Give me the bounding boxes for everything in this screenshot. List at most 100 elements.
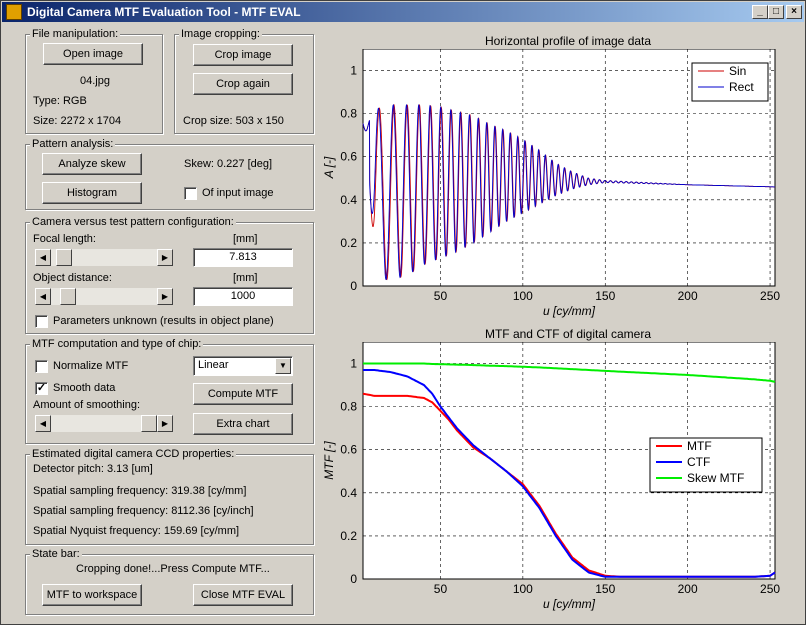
open-image-button[interactable]: Open image	[43, 43, 143, 65]
object-distance-label: Object distance:	[33, 272, 112, 284]
x-axis-label: u [cy/mm]	[543, 304, 596, 318]
smoothing-amount-label: Amount of smoothing:	[33, 399, 141, 411]
maximize-icon[interactable]: □	[768, 5, 784, 19]
slider-left-arrow-icon[interactable]: ◀	[35, 288, 51, 305]
legend-label: CTF	[687, 455, 710, 469]
crop-image-button[interactable]: Crop image	[193, 44, 293, 66]
histogram-button[interactable]: Histogram	[42, 182, 142, 204]
mtf-panel-title: MTF computation and type of chip:	[30, 338, 204, 350]
config-panel: Camera versus test pattern configuration…	[25, 216, 314, 334]
detector-pitch-label: Detector pitch: 3.13 [um]	[33, 463, 153, 475]
image-type-label: Type: RGB	[33, 95, 87, 107]
focal-length-label: Focal length:	[33, 233, 96, 245]
close-icon[interactable]: ×	[786, 5, 802, 19]
y-tick-label: 0.2	[340, 529, 357, 543]
y-tick-label: 0.2	[340, 236, 357, 250]
y-tick-label: 0.4	[340, 193, 357, 207]
x-tick-label: 200	[678, 582, 698, 596]
app-icon	[6, 4, 22, 20]
mtf-series-ctf	[363, 369, 776, 578]
mtf-chart: 50 100 150 200 250 0 0.2 0.4 0.6 0.8 1 u [cy/mm] MTF…	[322, 342, 780, 611]
file-panel: File manipulation: Open image 04.jpg Typ…	[25, 28, 163, 134]
filename-label: 04.jpg	[80, 75, 110, 87]
legend-label: Sin	[729, 64, 746, 78]
sampling-inch-label: Spatial sampling frequency: 8112.36 [cy/…	[33, 505, 254, 517]
mtf-to-workspace-button[interactable]: MTF to workspace	[42, 584, 142, 606]
compute-mtf-button[interactable]: Compute MTF	[193, 383, 293, 405]
mtf-chart-title: MTF and CTF of digital camera	[484, 327, 652, 341]
state-panel: State bar: Cropping done!...Press Comput…	[25, 548, 314, 615]
slider-left-arrow-icon[interactable]: ◀	[35, 249, 51, 266]
nyquist-label: Spatial Nyquist frequency: 159.69 [cy/mm…	[33, 525, 240, 537]
x-tick-label: 200	[678, 289, 698, 303]
config-panel-title: Camera versus test pattern configuration…	[30, 216, 236, 228]
y-axis-label: A [-]	[322, 156, 336, 179]
params-unknown-checkbox[interactable]	[35, 315, 48, 328]
legend-label: MTF	[687, 439, 712, 453]
object-unit-label: [mm]	[233, 272, 258, 284]
y-axis-label: MTF [-]	[322, 441, 336, 480]
file-panel-title: File manipulation:	[30, 28, 121, 40]
extra-chart-button[interactable]: Extra chart	[193, 413, 293, 435]
slider-right-arrow-icon[interactable]: ▶	[157, 288, 173, 305]
status-message: Cropping done!...Press Compute MTF...	[76, 563, 270, 575]
profile-chart: 50 100 150 200 250 0 0.2 0.4 0.6 0.8 1 u [cy/mm] A […	[322, 49, 780, 318]
ccd-panel: Estimated digital camera CCD properties:…	[25, 448, 314, 545]
state-panel-title: State bar:	[30, 548, 82, 560]
image-size-label: Size: 2272 x 1704	[33, 115, 122, 127]
ccd-panel-title: Estimated digital camera CCD properties:	[30, 448, 237, 460]
close-mtf-eval-button[interactable]: Close MTF EVAL	[193, 584, 293, 606]
smooth-data-checkbox[interactable]: ✓	[35, 382, 48, 395]
crop-again-button[interactable]: Crop again	[193, 73, 293, 95]
normalize-mtf-label: Normalize MTF	[53, 360, 129, 372]
y-tick-label: 0	[350, 572, 357, 586]
mtf-panel: MTF computation and type of chip: Normal…	[25, 338, 314, 444]
legend-label: Skew MTF	[687, 471, 744, 485]
x-tick-label: 150	[595, 289, 615, 303]
slider-right-arrow-icon[interactable]: ▶	[157, 415, 173, 432]
x-tick-label: 150	[595, 582, 615, 596]
normalize-mtf-checkbox[interactable]	[35, 360, 48, 373]
x-tick-label: 50	[434, 582, 448, 596]
sampling-mm-label: Spatial sampling frequency: 319.38 [cy/m…	[33, 485, 247, 497]
y-tick-label: 0.4	[340, 486, 357, 500]
legend-box	[691, 62, 769, 102]
profile-series-rect	[362, 103, 775, 281]
smoothing-slider[interactable]: ◀ ▶	[35, 415, 173, 432]
crop-panel-title: Image cropping:	[179, 28, 262, 40]
profile-chart-title: Horizontal profile of image data	[484, 34, 652, 48]
chip-type-value: Linear	[198, 359, 229, 371]
minimize-icon[interactable]: _	[752, 5, 768, 19]
title-bar: Digital Camera MTF Evaluation Tool - MTF…	[2, 2, 804, 22]
y-tick-label: 1	[350, 64, 357, 78]
slider-thumb[interactable]	[60, 288, 76, 305]
object-distance-input[interactable]: 1000	[193, 287, 293, 306]
chip-type-select[interactable]: Linear ▼	[193, 356, 293, 376]
slider-right-arrow-icon[interactable]: ▶	[157, 249, 173, 266]
dropdown-arrow-icon[interactable]: ▼	[275, 358, 291, 374]
x-axis-label: u [cy/mm]	[543, 597, 596, 611]
window-title: Digital Camera MTF Evaluation Tool - MTF…	[27, 5, 301, 19]
slider-left-arrow-icon[interactable]: ◀	[35, 415, 51, 432]
pattern-panel-title: Pattern analysis:	[30, 138, 116, 150]
x-tick-label: 100	[513, 289, 533, 303]
y-tick-label: 0.6	[340, 150, 357, 164]
object-distance-slider[interactable]: ◀ ▶	[35, 288, 173, 305]
focal-unit-label: [mm]	[233, 233, 258, 245]
y-tick-label: 0.8	[340, 400, 357, 414]
focal-length-slider[interactable]: ◀ ▶	[35, 249, 173, 266]
x-tick-label: 100	[513, 582, 533, 596]
of-input-image-checkbox[interactable]	[184, 187, 197, 200]
params-unknown-label: Parameters unknown (results in object pl…	[53, 315, 274, 327]
slider-thumb[interactable]	[55, 249, 72, 266]
x-tick-label: 250	[760, 582, 780, 596]
x-tick-label: 250	[760, 289, 780, 303]
analyze-skew-button[interactable]: Analyze skew	[42, 153, 142, 175]
mtf-series-skew-mtf	[363, 362, 776, 383]
slider-thumb[interactable]	[141, 415, 157, 432]
focal-length-input[interactable]: 7.813	[193, 248, 293, 267]
y-tick-label: 0.6	[340, 443, 357, 457]
crop-panel: Image cropping: Crop image Crop again Cr…	[174, 28, 314, 134]
y-tick-label: 1	[350, 357, 357, 371]
